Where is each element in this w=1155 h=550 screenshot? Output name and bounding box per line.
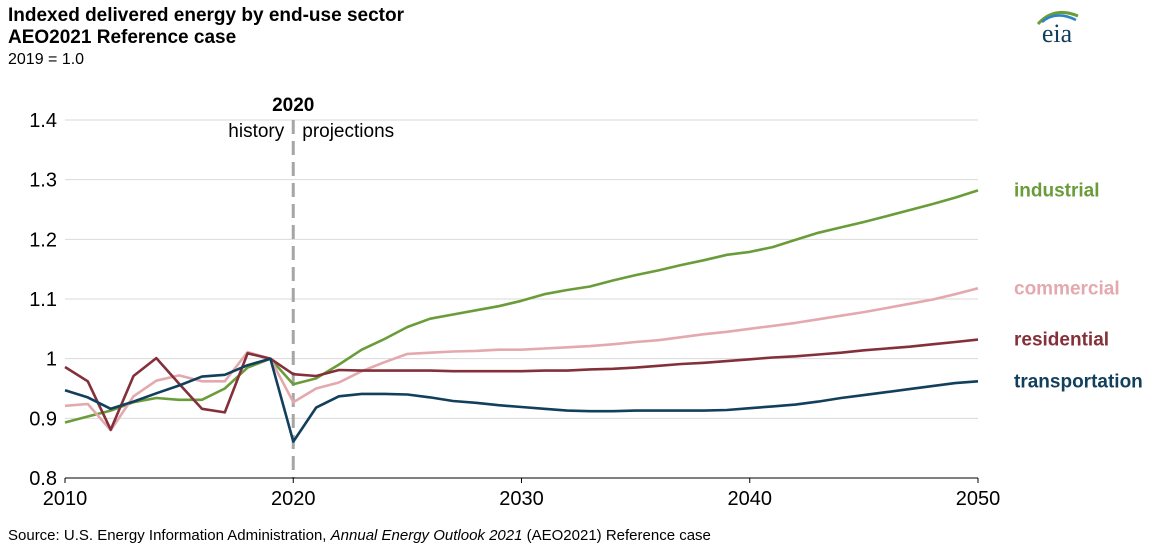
source-note: Source: U.S. Energy Information Administ…	[8, 527, 711, 544]
x-tick-label: 2040	[728, 488, 773, 510]
series-labels: industrial commercial residential transport…	[1014, 180, 1143, 392]
projections-label: projections	[302, 121, 394, 142]
divider-year-label: 2020	[272, 95, 314, 116]
series-label-transportation: transportation	[1014, 371, 1143, 392]
svg-text:eia: eia	[1042, 19, 1073, 48]
y-tick-label: 1.1	[29, 289, 57, 311]
series-line-transportation	[64, 357, 979, 443]
series-line-residential	[64, 338, 979, 432]
history-label: history	[228, 121, 284, 142]
eia-logo: eia	[1036, 10, 1079, 48]
source-prefix: Source: U.S. Energy Information Administ…	[8, 527, 331, 544]
x-tick-label: 2010	[43, 488, 88, 510]
y-axis: 0.8 0.9 1 1.1 1.2 1.3 1.4	[29, 110, 57, 490]
chart-title: Indexed delivered energy by end-use sect…	[8, 5, 404, 26]
gridlines	[65, 119, 978, 419]
x-axis: 2010 2020 2030 2040 2050	[43, 477, 1001, 510]
series-label-industrial: industrial	[1014, 180, 1100, 201]
chart-subtitle: AEO2021 Reference case	[8, 27, 237, 48]
line-chart: 2020 history projections 0.8 0.9 1 1.1 1.2 1.3 1…	[29, 95, 1143, 510]
history-projection-divider: 2020 history projections	[228, 95, 394, 478]
source-suffix: (AEO2021) Reference case	[522, 527, 711, 544]
x-tick-label: 2020	[271, 488, 316, 510]
source-publication: Annual Energy Outlook 2021	[330, 527, 523, 544]
series-label-residential: residential	[1014, 330, 1109, 351]
y-tick-label: 1.4	[29, 110, 57, 132]
series-label-commercial: commercial	[1014, 278, 1120, 299]
series-line-industrial	[64, 189, 979, 424]
series-line-commercial	[64, 287, 979, 432]
y-tick-label: 1.2	[29, 229, 57, 251]
x-tick-label: 2030	[499, 488, 544, 510]
y-tick-label: 0.9	[29, 408, 57, 430]
series-lines	[64, 189, 979, 443]
y-axis-units-label: 2019 = 1.0	[8, 51, 85, 68]
y-tick-label: 0.8	[29, 468, 57, 490]
x-tick-label: 2050	[956, 488, 1001, 510]
y-tick-label: 1.3	[29, 170, 57, 192]
y-tick-label: 1	[46, 349, 57, 371]
